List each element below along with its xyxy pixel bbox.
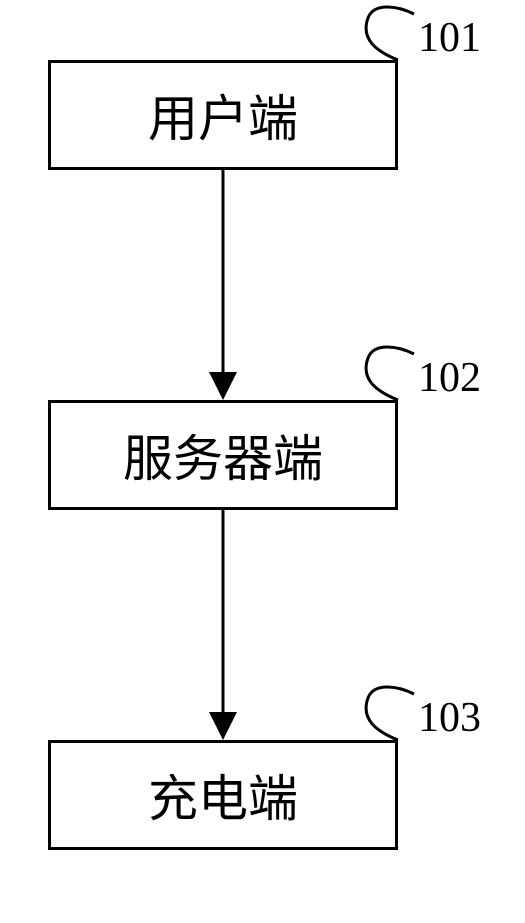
diagram-canvas: 用户端 101 服务器端 102 充电端 103 bbox=[0, 0, 525, 923]
node-charge-label: 充电端 bbox=[148, 759, 298, 831]
callout-101 bbox=[366, 7, 414, 60]
edge-user-server bbox=[209, 170, 237, 400]
node-user: 用户端 bbox=[48, 60, 398, 170]
node-charge: 充电端 bbox=[48, 740, 398, 850]
callout-103 bbox=[366, 687, 414, 740]
node-server: 服务器端 bbox=[48, 400, 398, 510]
callout-102 bbox=[366, 347, 414, 400]
node-server-label: 服务器端 bbox=[123, 419, 323, 491]
ref-103: 103 bbox=[418, 694, 481, 742]
edge-server-charge bbox=[209, 510, 237, 740]
ref-101: 101 bbox=[418, 14, 481, 62]
node-user-label: 用户端 bbox=[148, 79, 298, 151]
ref-102: 102 bbox=[418, 354, 481, 402]
